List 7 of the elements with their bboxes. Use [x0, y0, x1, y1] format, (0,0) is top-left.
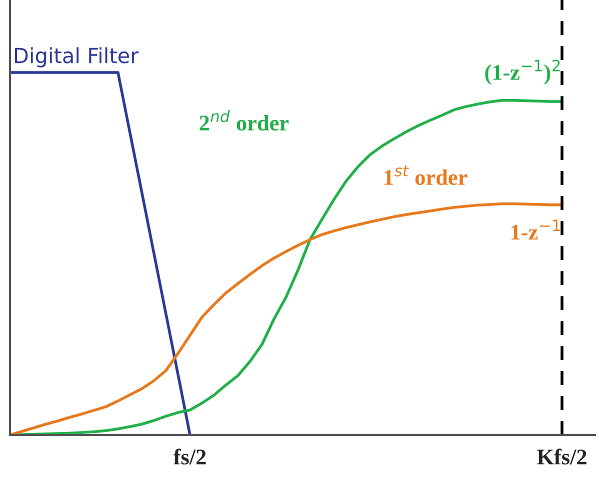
x-tick-label: Kfs/2 — [537, 448, 586, 465]
text: 2$^{nd}$ order — [200, 110, 289, 131]
x-tick-label: fs/2 — [173, 448, 206, 465]
annotation: (1-z$^{−1}$)$^{2}$ — [485, 60, 560, 85]
series-label: Digital Filter — [14, 47, 139, 68]
annotation: 1-z$^{−1}$ — [512, 220, 560, 240]
series-label: 1$^{st}$ order — [384, 165, 468, 185]
